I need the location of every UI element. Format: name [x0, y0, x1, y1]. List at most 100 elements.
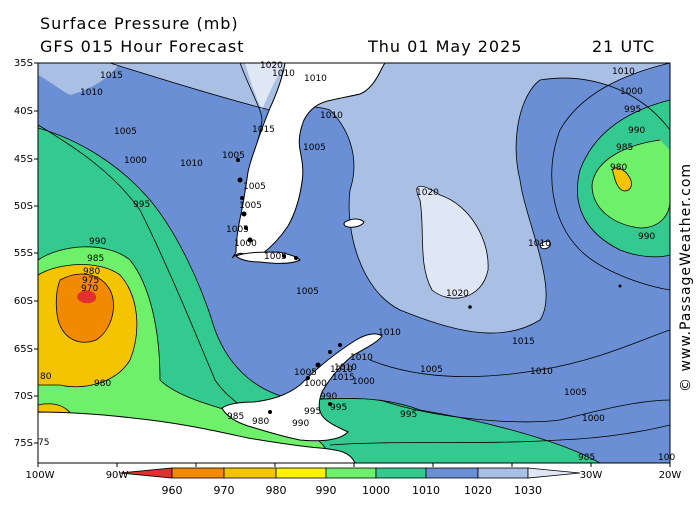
- colorbar-label: 1020: [464, 484, 492, 497]
- isobar-label: 980: [94, 379, 111, 389]
- colorbar-swatch-980: [275, 467, 327, 479]
- isobar-label: 990: [89, 237, 106, 247]
- fill-1030: [416, 186, 489, 299]
- forecast-time: 21 UTC: [592, 37, 656, 56]
- isobar-line: [416, 185, 489, 299]
- colorbar-labels: 960 970 980 990 1000 1010 1020 1030: [162, 484, 543, 497]
- lon-label: 20W: [659, 470, 682, 481]
- isobar-label: 1005: [294, 368, 317, 378]
- isobar-label: 1000: [304, 379, 327, 389]
- pressure-fills: [38, 63, 670, 463]
- colorbar-swatch-above-1030: [527, 467, 581, 479]
- lat-label: 70S: [14, 391, 33, 402]
- island: [315, 362, 321, 368]
- isobar-label: 995: [624, 105, 641, 115]
- island: [468, 305, 472, 309]
- fill-west-low-960: [77, 290, 97, 304]
- isobar-label: 990: [292, 419, 309, 429]
- isobar-label: 995: [400, 410, 417, 420]
- island: [338, 343, 342, 347]
- isobar-label: 1015: [512, 337, 535, 347]
- island: [241, 211, 247, 217]
- isobar-label: 1010: [530, 367, 553, 377]
- lat-label: 60S: [14, 296, 33, 307]
- colorbar-label: 980: [266, 484, 287, 497]
- island: [236, 158, 240, 162]
- isobar-line: [577, 99, 670, 258]
- colorbar-label: 990: [316, 484, 337, 497]
- isobar-label: 995: [133, 200, 150, 210]
- isobar-label: 1005: [239, 201, 262, 211]
- landmasses: [37, 62, 551, 464]
- antarctic-peninsula: [221, 333, 383, 442]
- isobar-label: 1010: [180, 159, 203, 169]
- fill-1010b: [38, 63, 330, 400]
- isobar-label: 1010: [272, 69, 295, 79]
- island: [282, 254, 286, 258]
- isobar-label: 1015: [252, 125, 275, 135]
- lat-label: 55S: [14, 248, 33, 259]
- isobar-label: 1015: [100, 71, 123, 81]
- island: [294, 256, 298, 260]
- island: [306, 376, 310, 380]
- colorbar-swatch-1020: [477, 467, 529, 479]
- isobar-label: 1000: [620, 87, 643, 97]
- lon-label: 90W: [106, 470, 129, 481]
- lat-label: 35S: [14, 58, 33, 69]
- isobar-label: 1005: [226, 225, 249, 235]
- isobar-label: 1005: [296, 287, 319, 297]
- isobar-label: 1010: [330, 365, 353, 375]
- map-frame: [37, 62, 671, 464]
- isobar-label: 990: [628, 126, 645, 136]
- island: [244, 226, 248, 230]
- isobar-line: [591, 139, 670, 229]
- fill-1020: [110, 63, 670, 334]
- isobar-label: 980: [610, 163, 627, 173]
- isobar-label: 1005: [564, 388, 587, 398]
- isobar-label: 1005: [222, 151, 245, 161]
- isobar-label: 1010: [528, 239, 551, 249]
- isobar-line: [551, 63, 670, 291]
- fill-1030-north: [245, 63, 285, 110]
- lat-label: 50S: [14, 201, 33, 212]
- isobar-label: 1000: [234, 239, 257, 249]
- isobar-label: 1000: [582, 414, 605, 424]
- colorbar-label: 1000: [362, 484, 390, 497]
- lon-ticks: [37, 463, 671, 467]
- lon-label: 30W: [580, 470, 603, 481]
- lat-label: 40S: [14, 106, 33, 117]
- lat-label: 45S: [14, 154, 33, 165]
- island: [268, 410, 272, 414]
- isobar-label: 75: [38, 438, 49, 448]
- isobar-label: 970: [81, 284, 98, 294]
- isobar-label: 995: [304, 407, 321, 417]
- isobar-label: 1005: [114, 127, 137, 137]
- isobar-label: 80: [40, 372, 52, 382]
- isobar-label: 1005: [303, 143, 326, 153]
- falkland-islands: [343, 218, 365, 228]
- lat-label: 65S: [14, 344, 33, 355]
- lat-labels: 35S 40S 45S 50S 55S 60S 65S 70S 75S: [14, 58, 33, 449]
- isobar-label: 1010: [80, 88, 103, 98]
- lat-label: 75S: [14, 438, 33, 449]
- isobar-label: 1010: [334, 363, 357, 373]
- colorbar-label: 1030: [514, 484, 542, 497]
- island: [618, 284, 622, 288]
- isobar-label: 985: [616, 143, 633, 153]
- isobar-labels: 1015 1010 1005 1000 995 990 985 980 975 …: [38, 61, 675, 463]
- south-georgia: [539, 240, 551, 250]
- isobar-label: 980: [252, 417, 269, 427]
- island: [240, 196, 244, 200]
- antarctica-coast: [37, 411, 356, 464]
- isobar-line: [329, 424, 670, 446]
- isobar-label: 100: [658, 453, 675, 463]
- colorbar-swatch-970: [223, 467, 277, 479]
- colorbar: [119, 467, 581, 479]
- isobar-label: 1005: [264, 252, 287, 262]
- isobar-line: [55, 273, 114, 343]
- isobar-label: 1020: [446, 289, 469, 299]
- island: [237, 177, 243, 183]
- map-title: Surface Pressure (mb): [40, 14, 239, 33]
- isobar-label: 1000: [124, 156, 147, 166]
